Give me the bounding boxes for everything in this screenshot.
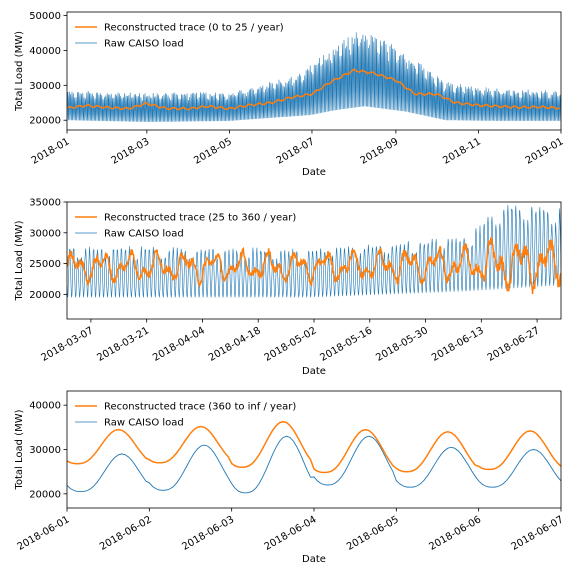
x-tick-label: 2018-01 bbox=[30, 136, 72, 166]
y-tick-label: 40000 bbox=[29, 401, 61, 412]
x-tick-label: 2018-05-02 bbox=[263, 325, 319, 364]
legend-label-raw: Raw CAISO load bbox=[104, 418, 184, 429]
series-line-raw-caiso-load bbox=[67, 435, 561, 494]
x-tick-label: 2018-06-13 bbox=[430, 325, 486, 364]
legend-label-reconstructed: Reconstructed trace (360 to inf / year) bbox=[104, 402, 296, 413]
series-line-reconstructed-trace bbox=[67, 420, 561, 474]
x-axis-label: Date bbox=[302, 167, 326, 178]
plot-area-2 bbox=[67, 204, 561, 298]
x-tick-label: 2018-06-07 bbox=[510, 514, 566, 553]
legend-label-raw: Raw CAISO load bbox=[104, 229, 184, 240]
y-tick-label: 20000 bbox=[29, 489, 61, 500]
series-line-reconstructed-trace bbox=[67, 237, 561, 295]
x-tick-label: 2018-11 bbox=[441, 136, 483, 166]
x-tick-label: 2018-03-07 bbox=[40, 325, 96, 364]
x-tick-label: 2018-06-06 bbox=[427, 514, 483, 553]
y-tick-label: 20000 bbox=[29, 290, 61, 301]
x-tick-label: 2018-04-04 bbox=[151, 325, 207, 364]
y-axis-label: Total Load (MW) bbox=[14, 31, 25, 112]
x-axis-label: Date bbox=[302, 366, 326, 377]
plot-area-3 bbox=[67, 420, 561, 494]
plot-area-1 bbox=[67, 32, 561, 123]
x-tick-label: 2018-05-30 bbox=[374, 325, 430, 364]
x-tick-label: 2018-09 bbox=[359, 136, 401, 166]
series-line-raw-caiso-load bbox=[67, 32, 561, 123]
legend-label-raw: Raw CAISO load bbox=[104, 39, 184, 50]
x-tick-label: 2018-05-16 bbox=[318, 325, 374, 364]
x-tick-label: 2018-06-03 bbox=[180, 514, 236, 553]
y-axis-label: Total Load (MW) bbox=[14, 409, 25, 490]
x-tick-label: 2018-06-02 bbox=[98, 514, 154, 553]
y-tick-label: 50000 bbox=[29, 11, 61, 22]
y-tick-label: 40000 bbox=[29, 46, 61, 57]
y-tick-label: 20000 bbox=[29, 116, 61, 127]
chart-2: 20000 25000 30000 35000 2018-03-07 2018-03-21… bbox=[14, 198, 562, 377]
legend-label-reconstructed: Reconstructed trace (0 to 25 / year) bbox=[104, 23, 284, 34]
x-tick-label: 2018-06-01 bbox=[16, 514, 72, 553]
axes-frame bbox=[66, 11, 562, 131]
x-tick-label: 2018-06-04 bbox=[263, 514, 319, 553]
chart-3: 20000 30000 40000 2018-06-01 2018-06-02 2018-… bbox=[14, 390, 566, 565]
x-tick-label: 2018-06-05 bbox=[345, 514, 401, 553]
y-tick-label: 25000 bbox=[29, 259, 61, 270]
chart-1: 20000 30000 40000 50000 2018-01 2018-03 2018-0… bbox=[14, 11, 566, 178]
y-tick-label: 30000 bbox=[29, 445, 61, 456]
x-tick-label: 2018-04-18 bbox=[207, 325, 263, 364]
legend-label-reconstructed: Reconstructed trace (25 to 360 / year) bbox=[104, 213, 296, 224]
series-line-raw-caiso-load bbox=[67, 204, 561, 298]
y-tick-label: 35000 bbox=[29, 198, 61, 209]
x-tick-label: 2018-05 bbox=[192, 136, 234, 166]
y-tick-label: 30000 bbox=[29, 81, 61, 92]
x-tick-label: 2019-01 bbox=[524, 136, 566, 166]
x-tick-label: 2018-06-27 bbox=[486, 325, 542, 364]
y-axis-label: Total Load (MW) bbox=[14, 220, 25, 301]
x-tick-label: 2018-03-21 bbox=[95, 325, 151, 364]
x-tick-label: 2018-07 bbox=[275, 136, 317, 166]
y-tick-label: 30000 bbox=[29, 228, 61, 239]
x-axis-label: Date bbox=[302, 554, 326, 565]
x-tick-label: 2018-03 bbox=[110, 136, 152, 166]
series-line-reconstructed-trace bbox=[67, 68, 560, 111]
